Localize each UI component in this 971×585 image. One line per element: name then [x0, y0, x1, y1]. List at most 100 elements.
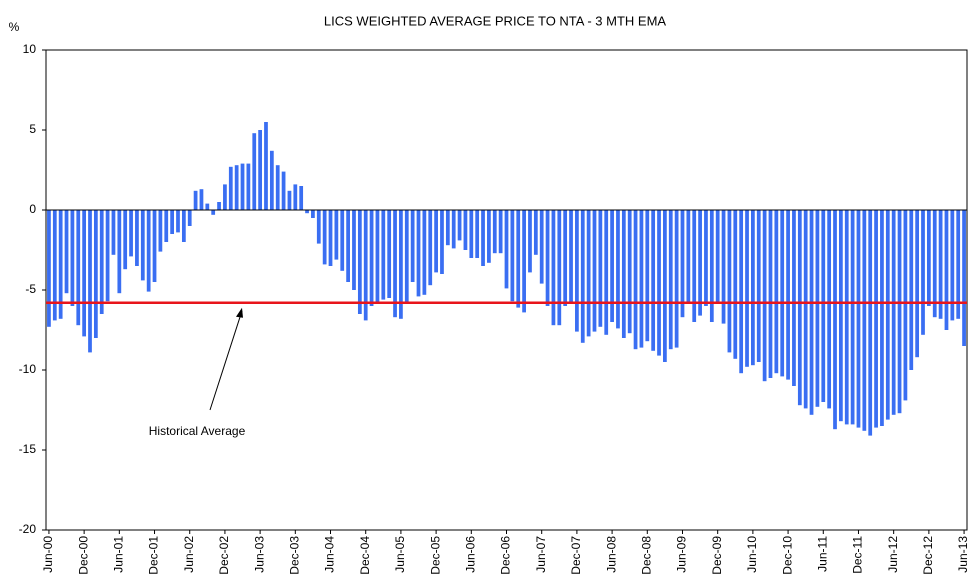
- bar: [152, 210, 157, 282]
- x-tick-label: Jun-06: [463, 536, 477, 573]
- bar: [375, 210, 380, 303]
- bar: [340, 210, 345, 271]
- bar: [516, 210, 521, 308]
- bar: [745, 210, 749, 367]
- bar: [199, 189, 204, 210]
- x-tick-label: Jun-11: [815, 536, 829, 572]
- bar: [580, 210, 585, 343]
- bar: [563, 210, 568, 306]
- x-tick-label: Jun-08: [604, 536, 618, 573]
- y-tick-label: 10: [23, 42, 37, 56]
- x-tick-label: Dec-03: [287, 536, 301, 575]
- bar: [557, 210, 562, 326]
- x-tick-label: Dec-01: [147, 536, 161, 575]
- bar: [187, 210, 192, 226]
- bar: [47, 210, 51, 327]
- bar: [352, 210, 356, 290]
- x-tick-label: Dec-06: [499, 536, 513, 575]
- bar: [797, 210, 802, 406]
- bar: [827, 210, 832, 409]
- bar: [921, 210, 925, 335]
- y-tick-label: -15: [19, 442, 37, 456]
- bar: [610, 210, 614, 322]
- bar: [868, 210, 873, 436]
- x-tick-label: Jun-04: [323, 536, 337, 573]
- bar: [751, 210, 755, 366]
- bar: [369, 210, 374, 306]
- bar: [692, 210, 697, 322]
- bar: [551, 210, 556, 326]
- bar: [223, 184, 227, 210]
- x-tick-label: Dec-08: [639, 536, 653, 575]
- bar: [469, 210, 474, 258]
- bar: [105, 210, 110, 302]
- bar: [399, 210, 403, 319]
- bar: [70, 210, 75, 306]
- bar: [698, 210, 702, 316]
- bar: [258, 130, 262, 210]
- x-tick-label: Jun-10: [745, 536, 759, 573]
- bar: [58, 210, 63, 319]
- x-tick-label: Dec-12: [921, 536, 935, 575]
- bar: [926, 210, 931, 306]
- bar: [533, 210, 538, 255]
- bar: [598, 210, 603, 327]
- x-tick-label: Dec-10: [780, 536, 794, 575]
- bar: [88, 210, 92, 353]
- bar: [164, 210, 169, 242]
- bar: [170, 210, 175, 234]
- bar: [293, 184, 298, 210]
- bar: [287, 190, 292, 210]
- bar: [217, 202, 221, 210]
- bar: [487, 210, 491, 263]
- bar: [434, 210, 438, 273]
- bar: [510, 210, 515, 302]
- x-tick-label: Dec-11: [851, 536, 865, 574]
- y-tick-label: 0: [29, 202, 36, 216]
- bar: [850, 210, 855, 425]
- x-tick-label: Jun-00: [41, 536, 55, 573]
- bar: [381, 210, 386, 300]
- bar: [962, 210, 966, 346]
- x-tick-label: Dec-00: [76, 536, 90, 575]
- bar: [944, 210, 949, 330]
- bar: [481, 210, 485, 266]
- bar: [269, 150, 274, 210]
- bar: [451, 210, 456, 249]
- bar: [140, 210, 145, 281]
- bar: [844, 210, 849, 425]
- bar: [410, 210, 415, 282]
- bar: [158, 210, 163, 252]
- bar: [322, 210, 327, 265]
- bar: [651, 210, 656, 351]
- bar: [428, 210, 433, 286]
- bar: [181, 210, 186, 242]
- bar: [633, 210, 638, 350]
- bar: [645, 210, 650, 342]
- bar: [821, 210, 826, 402]
- bar: [792, 210, 796, 386]
- x-tick-label: Dec-02: [217, 536, 231, 575]
- bar: [862, 210, 867, 431]
- x-tick-label: Jun-12: [886, 536, 900, 573]
- x-tick-label: Jun-01: [111, 536, 125, 573]
- x-tick-label: Jun-09: [675, 536, 689, 573]
- bar: [657, 210, 661, 356]
- y-tick-label: 5: [29, 122, 36, 136]
- bar: [915, 210, 920, 358]
- bar: [528, 210, 532, 273]
- bar: [786, 210, 790, 380]
- bar: [76, 210, 81, 326]
- bar: [111, 210, 116, 255]
- bar: [334, 210, 339, 260]
- bar: [727, 210, 732, 353]
- x-tick-label: Jun-13: [956, 536, 970, 573]
- arrow-head: [236, 307, 243, 318]
- bar: [475, 210, 480, 258]
- bar: [416, 210, 421, 297]
- bar: [281, 171, 286, 210]
- bar: [616, 210, 620, 329]
- bar: [686, 210, 691, 303]
- bar: [874, 210, 878, 428]
